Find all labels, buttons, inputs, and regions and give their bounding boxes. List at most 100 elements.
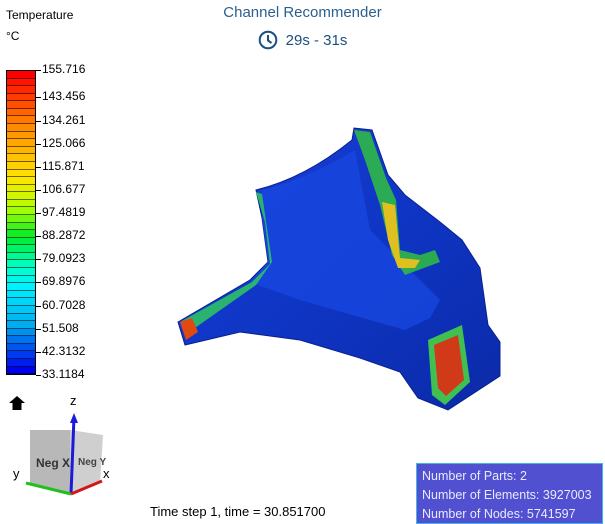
- home-view-button[interactable]: [8, 395, 26, 416]
- scale-tick: [36, 351, 41, 353]
- nodes-count: Number of Nodes: 5741597: [422, 507, 576, 521]
- model-info-panel: Number of Parts: 2 Number of Elements: 3…: [416, 463, 603, 524]
- scale-tick: [36, 97, 41, 99]
- scale-tick-label: 125.066: [42, 135, 86, 150]
- color-band: [7, 260, 35, 269]
- y-axis-label: y: [13, 466, 20, 481]
- color-band: [7, 93, 35, 102]
- color-band: [7, 192, 35, 200]
- hot-spot-left: [180, 318, 198, 340]
- color-band: [7, 139, 35, 147]
- color-band: [7, 199, 35, 208]
- scale-tick: [36, 143, 41, 145]
- parts-count: Number of Parts: 2: [422, 469, 527, 483]
- scale-tick: [36, 375, 41, 376]
- color-band: [7, 328, 35, 337]
- orientation-triad[interactable]: Neg X Neg Y z y x: [0, 385, 140, 524]
- time-range: 29s - 31s: [0, 30, 605, 50]
- z-axis: [69, 416, 76, 495]
- color-band: [7, 184, 35, 193]
- home-icon: [9, 396, 25, 410]
- color-band: [7, 290, 35, 299]
- color-band: [7, 358, 35, 367]
- scale-tick-label: 155.716: [42, 62, 86, 76]
- color-band: [7, 313, 35, 322]
- scale-tick: [36, 189, 41, 191]
- color-band: [7, 336, 35, 344]
- color-band: [7, 321, 35, 329]
- scale-tick: [36, 282, 41, 284]
- scale-tick-label: 97.4819: [42, 205, 86, 220]
- color-band: [7, 305, 35, 314]
- color-band: [7, 101, 35, 109]
- scale-tick-label: 88.2872: [42, 228, 86, 243]
- scale-tick-label: 69.8976: [42, 274, 86, 289]
- color-band: [7, 222, 35, 231]
- scale-tick-label: 42.3132: [42, 343, 86, 358]
- scale-tick: [36, 259, 41, 261]
- y-axis: [25, 481, 72, 496]
- color-band: [7, 177, 35, 185]
- scale-tick-label: 51.508: [42, 320, 79, 335]
- x-axis-label: x: [103, 466, 110, 481]
- page-title: Channel Recommender: [223, 4, 382, 21]
- legend-title: Temperature: [6, 8, 74, 22]
- scale-tick: [36, 70, 41, 71]
- hot-strip-left: [180, 192, 272, 330]
- color-band: [7, 71, 35, 79]
- legend-unit: °C: [6, 29, 20, 43]
- time-step-label: Time step 1, time = 30.851700: [150, 504, 326, 519]
- time-range-label: 29s - 31s: [285, 31, 348, 49]
- cube-front-face: [30, 430, 70, 495]
- z-axis-label: z: [70, 393, 77, 408]
- color-band: [7, 124, 35, 132]
- color-band: [7, 154, 35, 162]
- elements-count: Number of Elements: 3927003: [422, 488, 592, 502]
- hot-strip-top: [354, 130, 440, 275]
- cube-front-label: Neg X: [36, 456, 70, 470]
- scale-tick-label: 134.261: [42, 112, 86, 127]
- hot-spot-bottom: [434, 335, 464, 396]
- color-band: [7, 252, 35, 261]
- color-band: [7, 283, 35, 291]
- color-band: [7, 366, 35, 375]
- color-band: [7, 275, 35, 284]
- color-band: [7, 268, 35, 276]
- scale-tick-label: 106.677: [42, 181, 86, 196]
- scale-tick: [36, 166, 41, 168]
- color-band: [7, 351, 35, 359]
- color-band: [7, 298, 35, 306]
- scale-tick: [36, 328, 41, 330]
- color-band: [7, 245, 35, 253]
- cube-side-label: Neg Y: [78, 457, 106, 468]
- color-band: [7, 116, 35, 125]
- scale-tick-label: 33.1184: [42, 367, 85, 381]
- scale-tick-label: 60.7028: [42, 297, 86, 312]
- model-inner-face: [250, 150, 440, 330]
- scale-tick: [36, 305, 41, 307]
- color-band: [7, 108, 35, 117]
- scale-tick-label: 115.871: [42, 158, 85, 173]
- scale-tick-label: 79.0923: [42, 251, 86, 266]
- color-band: [7, 237, 35, 246]
- color-band: [7, 146, 35, 155]
- color-band: [7, 169, 35, 178]
- clock-icon: [258, 30, 277, 50]
- color-band: [7, 161, 35, 170]
- color-band: [7, 78, 35, 87]
- color-scale-bar: [6, 70, 36, 375]
- color-band: [7, 214, 35, 223]
- color-band: [7, 86, 35, 94]
- color-band: [7, 131, 35, 140]
- color-band: [7, 230, 35, 238]
- 3d-model[interactable]: [177, 127, 501, 411]
- scale-tick: [36, 120, 41, 122]
- scale-tick-label: 143.456: [42, 89, 86, 104]
- scale-tick: [36, 236, 41, 238]
- scale-tick: [36, 213, 41, 215]
- color-band: [7, 343, 35, 352]
- cube-side-face: [70, 430, 103, 495]
- color-band: [7, 207, 35, 215]
- hot-spot-top: [382, 202, 420, 268]
